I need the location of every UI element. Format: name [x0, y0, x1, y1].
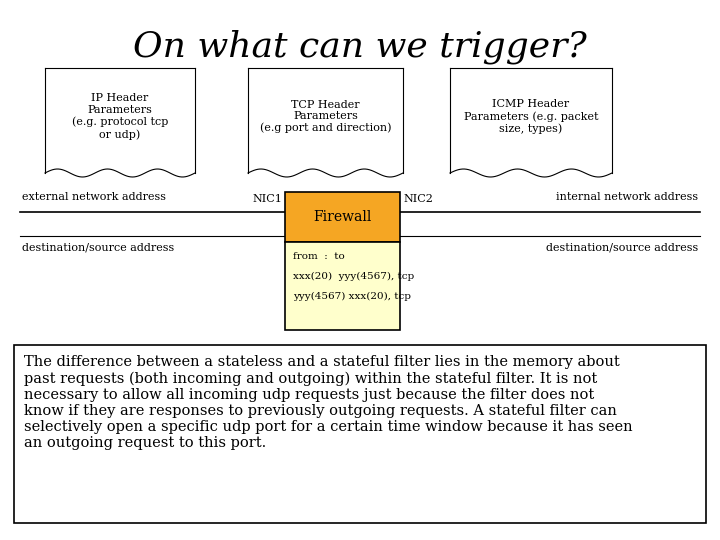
- Bar: [450, 68, 612, 173]
- Text: destination/source address: destination/source address: [546, 242, 698, 252]
- Text: IP Header
Parameters
(e.g. protocol tcp
or udp): IP Header Parameters (e.g. protocol tcp …: [72, 93, 168, 139]
- Text: NIC2: NIC2: [403, 194, 433, 204]
- Text: NIC1: NIC1: [252, 194, 282, 204]
- Bar: [45, 68, 195, 173]
- Text: from  :  to: from : to: [293, 252, 345, 261]
- Text: destination/source address: destination/source address: [22, 242, 174, 252]
- Bar: [285, 242, 400, 330]
- Text: The difference between a stateless and a stateful filter lies in the memory abou: The difference between a stateless and a…: [24, 355, 633, 450]
- Text: On what can we trigger?: On what can we trigger?: [133, 30, 587, 64]
- Text: external network address: external network address: [22, 192, 166, 202]
- Text: yyy(4567) xxx(20), tcp: yyy(4567) xxx(20), tcp: [293, 292, 411, 301]
- Text: internal network address: internal network address: [556, 192, 698, 202]
- Bar: [14, 345, 706, 523]
- Text: xxx(20)  yyy(4567), tcp: xxx(20) yyy(4567), tcp: [293, 272, 414, 281]
- Text: Firewall: Firewall: [313, 210, 372, 224]
- Text: TCP Header
Parameters
(e.g port and direction): TCP Header Parameters (e.g port and dire…: [260, 99, 391, 133]
- Bar: [248, 68, 403, 173]
- Bar: [285, 192, 400, 242]
- Text: ICMP Header
Parameters (e.g. packet
size, types): ICMP Header Parameters (e.g. packet size…: [464, 99, 598, 134]
